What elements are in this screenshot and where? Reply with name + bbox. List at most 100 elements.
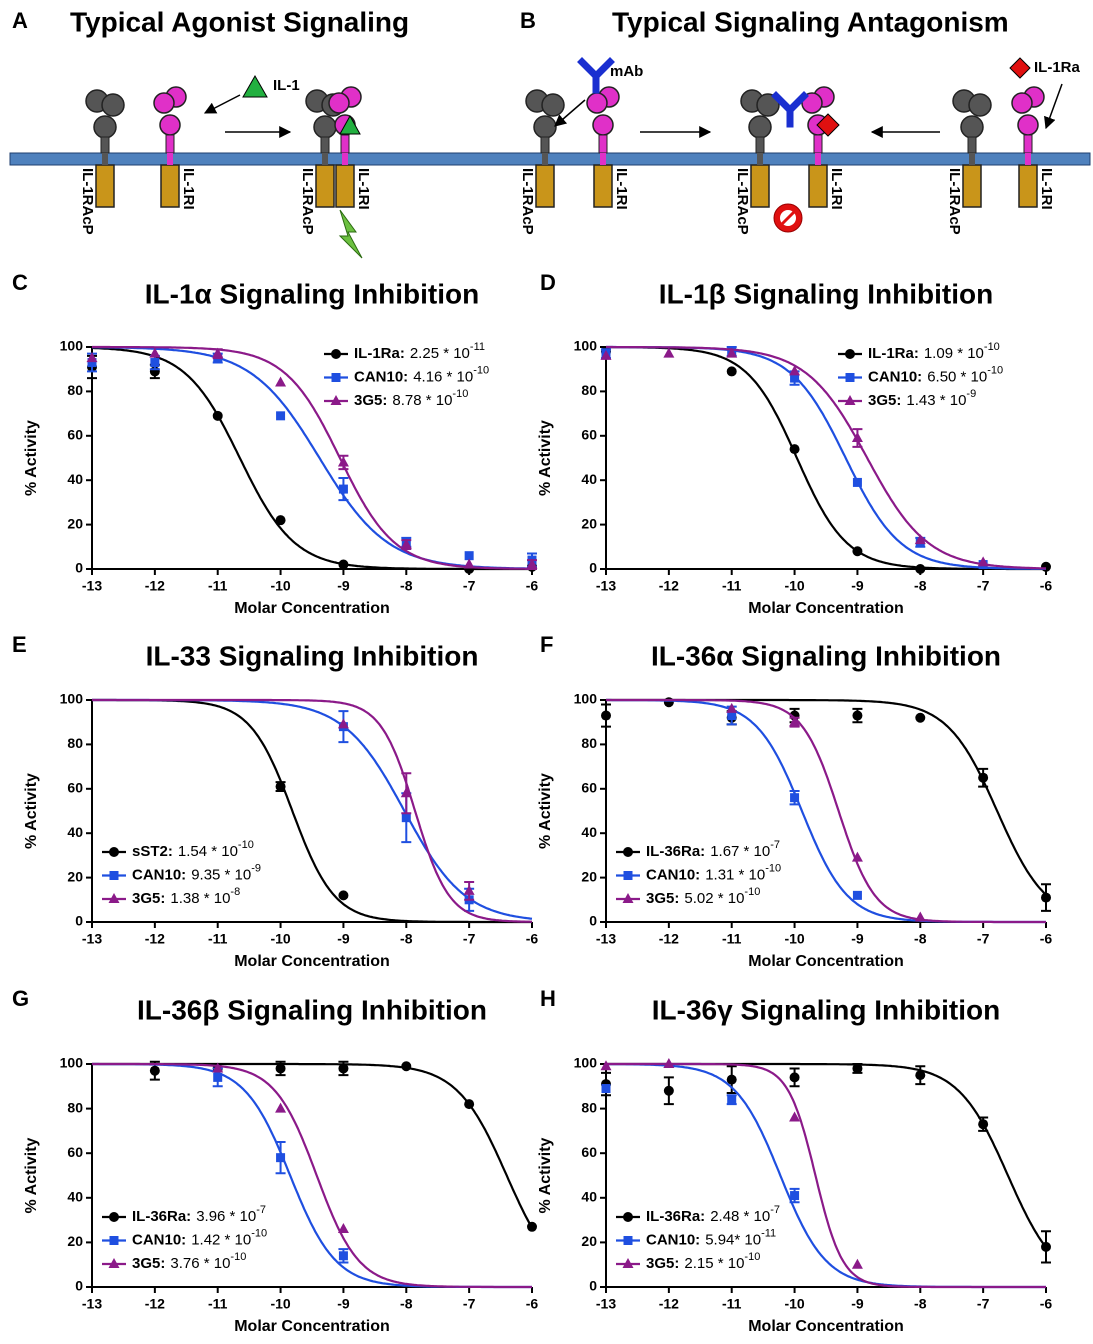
- ic50-exponent: -7: [770, 1204, 780, 1216]
- y-axis-label: % Activity: [537, 1137, 554, 1213]
- x-tick-label: -6: [526, 578, 539, 594]
- ic50-label: 1.38 * 10: [170, 890, 230, 907]
- y-tick-label: 100: [60, 338, 84, 354]
- y-tick-label: 60: [67, 780, 83, 796]
- fit-curve: [92, 1062, 532, 1289]
- data-point: [851, 432, 863, 443]
- data-point: [213, 1072, 223, 1082]
- data-point: [463, 884, 475, 895]
- chart-title: IL-36γ Signaling Inhibition: [652, 994, 1000, 1025]
- y-tick-label: 80: [67, 382, 83, 398]
- fit-curve: [92, 346, 532, 571]
- x-tick-label: -12: [145, 931, 165, 947]
- x-tick-label: -6: [1040, 578, 1053, 594]
- data-point: [663, 1085, 674, 1096]
- legend-name: CAN10:: [646, 866, 700, 883]
- fit-curve: [606, 1063, 1046, 1289]
- ic50-exponent: -10: [473, 364, 489, 376]
- ic50-label: 1.43 * 10: [906, 392, 966, 409]
- legend-marker: [109, 871, 119, 880]
- data-point: [914, 911, 926, 922]
- data-point: [663, 697, 674, 708]
- ic50-exponent: -10: [230, 1251, 246, 1263]
- x-tick-label: -6: [526, 931, 539, 947]
- panel-label: E: [12, 632, 27, 657]
- y-tick-label: 100: [574, 1055, 598, 1071]
- legend-name: CAN10:: [868, 368, 922, 385]
- panel-label: F: [540, 632, 553, 657]
- y-tick-label: 0: [75, 1278, 83, 1294]
- legend-marker: [623, 847, 633, 857]
- data-point: [401, 813, 411, 823]
- y-tick-label: 100: [574, 691, 598, 707]
- y-tick-label: 100: [60, 1055, 84, 1071]
- y-tick-label: 40: [581, 824, 597, 840]
- diagram-title: Typical Agonist Signaling: [70, 6, 409, 37]
- data-point: [852, 1063, 863, 1074]
- ic50-exponent: -8: [230, 886, 240, 898]
- legend-name: 3G5:: [354, 392, 387, 409]
- data-point: [726, 1074, 737, 1085]
- diagram: A Typical Agonist Signaling B Typical Si…: [9, 6, 1091, 259]
- ic50-label: 1.42 * 10: [191, 1231, 251, 1248]
- data-point: [663, 1058, 675, 1068]
- fit-curve: [606, 698, 1046, 924]
- data-point: [338, 1251, 348, 1261]
- receptor-label: IL-1RAcP: [946, 168, 963, 235]
- legend-marker: [108, 893, 120, 903]
- legend-entry: 3G5: 2.15 * 10-10: [646, 1251, 760, 1272]
- data-point: [527, 1221, 537, 1232]
- chart: C IL-1α Signaling Inhibition Molar Concent…: [12, 270, 538, 617]
- data-point: [727, 1095, 737, 1105]
- x-tick-label: -12: [145, 578, 165, 594]
- data-point: [915, 564, 926, 574]
- ic50-label: 1.09 * 10: [924, 345, 984, 362]
- x-tick-label: -8: [914, 578, 927, 594]
- legend-entry: CAN10: 1.42 * 10-10: [132, 1227, 267, 1248]
- data-point: [663, 347, 675, 358]
- data-point: [789, 1111, 801, 1122]
- x-tick-label: -9: [337, 1296, 350, 1312]
- panel-label: H: [540, 986, 556, 1011]
- data-point: [275, 781, 286, 792]
- x-tick-label: -10: [784, 1296, 804, 1312]
- chart: H IL-36γ Signaling Inhibition Molar Concen…: [537, 986, 1052, 1335]
- legend-marker: [845, 349, 855, 359]
- chart-title: IL-33 Signaling Inhibition: [146, 640, 479, 671]
- legend-name: 3G5:: [646, 890, 679, 907]
- ic50-exponent: -9: [966, 388, 976, 400]
- legend-entry: CAN10: 1.31 * 10-10: [646, 862, 781, 883]
- x-tick-label: -10: [784, 931, 804, 947]
- fit-curve: [92, 698, 533, 923]
- x-axis-label: Molar Concentration: [234, 600, 390, 617]
- antagonist-label: IL-1Ra: [1034, 59, 1081, 76]
- legend-name: IL-36Ra:: [646, 843, 705, 860]
- data-point: [400, 538, 412, 549]
- x-tick-label: -7: [463, 1296, 476, 1312]
- legend-entry: IL-36Ra: 2.48 * 10-7: [646, 1204, 780, 1225]
- y-tick-label: 20: [581, 1233, 597, 1249]
- legend-marker: [108, 1258, 120, 1268]
- data-point: [464, 551, 474, 561]
- data-point: [337, 456, 349, 467]
- x-tick-label: -9: [851, 1296, 864, 1312]
- legend-entry: CAN10: 4.16 * 10-10: [354, 364, 489, 385]
- chart: D IL-1β Signaling Inhibition Molar Concent…: [537, 270, 1052, 617]
- x-tick-label: -13: [596, 578, 616, 594]
- arrow: [554, 99, 586, 127]
- y-tick-label: 80: [67, 735, 83, 751]
- y-tick-label: 80: [67, 1099, 83, 1115]
- x-tick-label: -6: [526, 1296, 539, 1312]
- receptor-label: IL-1RI: [1038, 168, 1055, 210]
- data-point: [275, 376, 287, 387]
- y-tick-label: 40: [67, 471, 83, 487]
- x-tick-label: -11: [722, 578, 742, 594]
- y-tick-label: 80: [581, 1099, 597, 1115]
- ic50-exponent: -11: [761, 1227, 776, 1239]
- y-axis-label: % Activity: [23, 420, 40, 496]
- x-tick-label: -7: [463, 578, 476, 594]
- legend-marker: [622, 893, 634, 903]
- y-tick-label: 80: [581, 735, 597, 751]
- receptor-label: IL-1RI: [613, 168, 630, 210]
